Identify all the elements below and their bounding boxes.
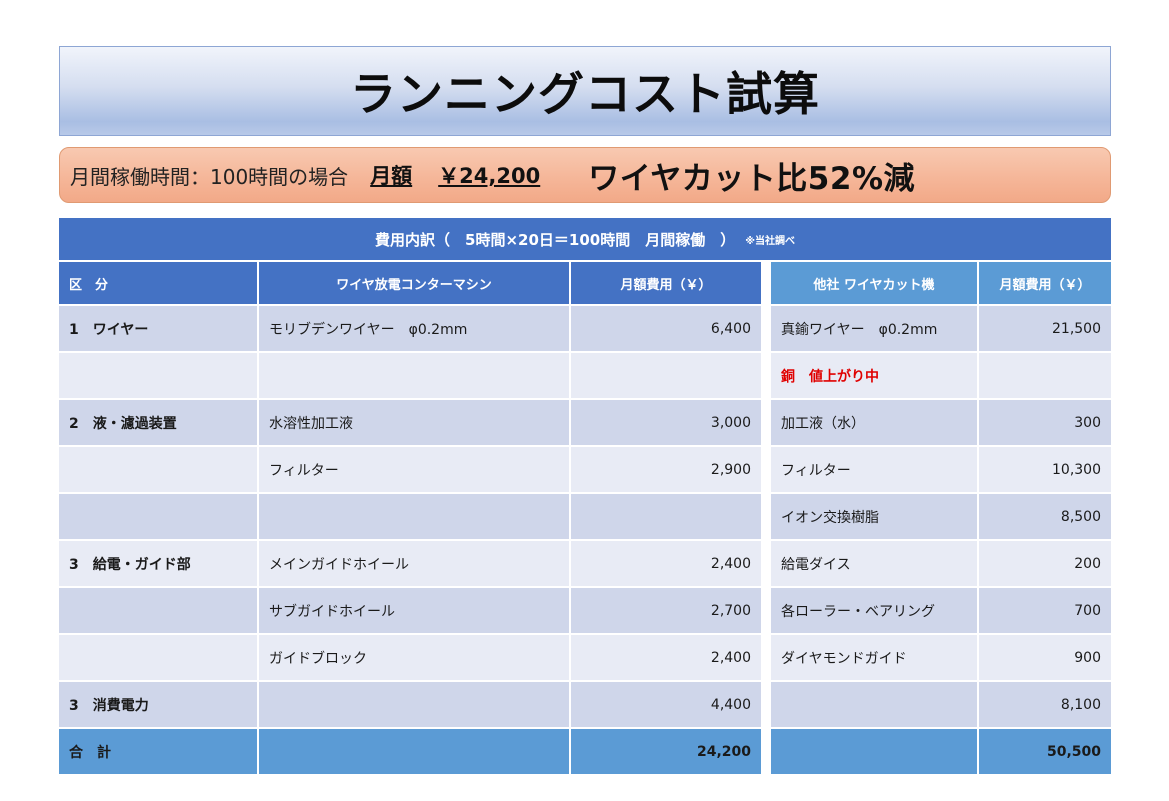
row-category [59,635,257,680]
row-our-item: フィルター [259,447,569,492]
header-other-cost: 月額費用（￥） [979,262,1111,304]
header-other-machine: 他社 ワイヤカット機 [771,262,977,304]
row-other-item: 各ローラー・ベアリング [771,588,977,633]
row-our-cost: 2,400 [571,541,761,586]
row-other-cost: 300 [979,400,1111,445]
table-row: ガイドブロック 2,400 ダイヤモンドガイド 900 [59,635,1111,680]
row-our-cost: 6,400 [571,306,761,351]
row-other-cost: 900 [979,635,1111,680]
row-other-item: フィルター [771,447,977,492]
total-other-cost: 50,500 [979,729,1111,774]
row-our-item: サブガイドホイール [259,588,569,633]
total-our-item [259,729,569,774]
table-total-row: 合 計 24,200 50,500 [59,729,1111,774]
row-category: 1 ワイヤー [59,306,257,351]
row-other-item: 給電ダイス [771,541,977,586]
row-other-cost: 21,500 [979,306,1111,351]
row-our-item [259,353,569,398]
row-other-item: イオン交換樹脂 [771,494,977,539]
row-our-cost: 4,400 [571,682,761,727]
table-grid: 区 分 ワイヤ放電コンターマシン 月額費用（￥） 他社 ワイヤカット機 月額費用… [59,262,1111,776]
row-other-item-warning: 銅 値上がり中 [771,353,977,398]
table-caption: 費用内訳（ 5時間×20日＝100時間 月間稼働 ） ※当社調べ [59,218,1111,260]
row-other-cost: 8,100 [979,682,1111,727]
table-row: 1 ワイヤー モリブデンワイヤー φ0.2mm 6,400 真鍮ワイヤー φ0.… [59,306,1111,351]
cost-breakdown-table: 費用内訳（ 5時間×20日＝100時間 月間稼働 ） ※当社調べ 区 分 ワイヤ… [59,218,1111,774]
row-category [59,494,257,539]
table-row: 2 液・濾過装置 水溶性加工液 3,000 加工液（水） 300 [59,400,1111,445]
amount-label: 月額 [370,164,413,188]
row-category: 2 液・濾過装置 [59,400,257,445]
row-our-cost: 2,900 [571,447,761,492]
caption-text: 費用内訳（ 5時間×20日＝100時間 月間稼働 ） [375,230,736,249]
row-our-item [259,494,569,539]
header-our-machine: ワイヤ放電コンターマシン [259,262,569,304]
row-our-cost: 3,000 [571,400,761,445]
summary-banner: 月間稼働時間：100時間の場合 月額 ￥24,200 ワイヤカット比52%減 [59,147,1111,203]
summary-reduction: ワイヤカット比52%減 [588,160,916,197]
caption-note: ※当社調べ [745,235,795,247]
row-other-item [771,682,977,727]
table-row: 3 消費電力 4,400 8,100 [59,682,1111,727]
row-our-cost: 2,700 [571,588,761,633]
row-other-item: 真鍮ワイヤー φ0.2mm [771,306,977,351]
row-our-item: モリブデンワイヤー φ0.2mm [259,306,569,351]
summary-condition: 月間稼働時間：100時間の場合 [70,164,349,189]
row-other-cost [979,353,1111,398]
row-our-cost [571,494,761,539]
table-row: 銅 値上がり中 [59,353,1111,398]
row-category: 3 給電・ガイド部 [59,541,257,586]
row-other-cost: 8,500 [979,494,1111,539]
row-category [59,588,257,633]
row-our-item: メインガイドホイール [259,541,569,586]
row-other-cost: 200 [979,541,1111,586]
row-category [59,447,257,492]
title-banner: ランニングコスト試算 [59,46,1111,136]
total-other-item [771,729,977,774]
row-other-cost: 10,300 [979,447,1111,492]
table-row: 3 給電・ガイド部 メインガイドホイール 2,400 給電ダイス 200 [59,541,1111,586]
table-header-row: 区 分 ワイヤ放電コンターマシン 月額費用（￥） 他社 ワイヤカット機 月額費用… [59,262,1111,304]
summary-monthly-amount: 月額 ￥24,200 [370,160,540,190]
row-other-cost: 700 [979,588,1111,633]
row-our-cost [571,353,761,398]
total-label: 合 計 [59,729,257,774]
row-our-cost: 2,400 [571,635,761,680]
row-other-item: 加工液（水） [771,400,977,445]
amount-value: ￥24,200 [438,164,541,188]
header-our-cost: 月額費用（￥） [571,262,761,304]
header-category: 区 分 [59,262,257,304]
row-category: 3 消費電力 [59,682,257,727]
total-our-cost: 24,200 [571,729,761,774]
row-our-item: ガイドブロック [259,635,569,680]
row-category [59,353,257,398]
row-our-item: 水溶性加工液 [259,400,569,445]
table-row: イオン交換樹脂 8,500 [59,494,1111,539]
table-row: フィルター 2,900 フィルター 10,300 [59,447,1111,492]
page-title: ランニングコスト試算 [350,67,820,121]
row-other-item: ダイヤモンドガイド [771,635,977,680]
row-our-item [259,682,569,727]
table-row: サブガイドホイール 2,700 各ローラー・ベアリング 700 [59,588,1111,633]
